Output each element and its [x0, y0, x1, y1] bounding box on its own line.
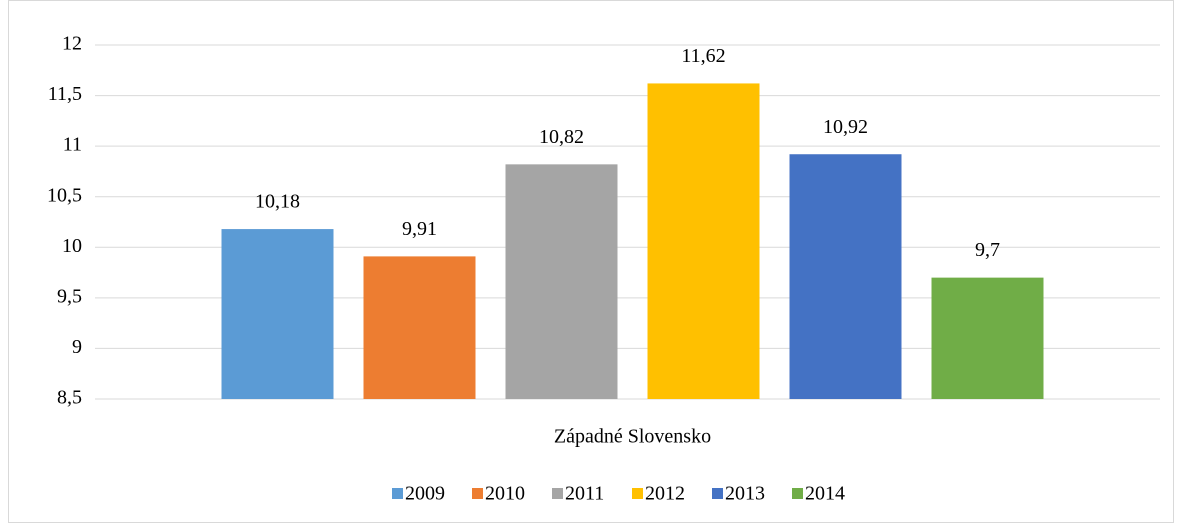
legend-swatch — [552, 488, 563, 499]
y-tick-label: 12 — [62, 33, 82, 55]
legend-swatch — [632, 488, 643, 499]
legend-swatch — [792, 488, 803, 499]
data-label: 11,62 — [681, 45, 725, 67]
legend-label: 2010 — [485, 483, 525, 505]
x-tick-label: Západné Slovensko — [554, 426, 711, 448]
data-label: 9,91 — [402, 218, 437, 240]
bar — [363, 256, 476, 399]
legend-label: 2009 — [405, 483, 445, 505]
legend-swatch — [472, 488, 483, 499]
legend-swatch — [392, 488, 403, 499]
bar — [931, 277, 1044, 399]
bar — [221, 229, 334, 399]
bar — [789, 154, 902, 399]
y-tick-label: 8,5 — [57, 387, 82, 409]
y-tick-label: 11,5 — [48, 83, 82, 105]
y-tick-label: 11 — [63, 134, 82, 156]
y-tick-label: 10 — [62, 235, 82, 257]
legend-label: 2014 — [805, 483, 845, 505]
y-tick-label: 9 — [72, 336, 82, 358]
y-tick-label: 9,5 — [57, 285, 82, 307]
legend-label: 2012 — [645, 483, 685, 505]
bar — [647, 83, 760, 399]
data-label: 10,82 — [539, 126, 584, 148]
legend-swatch — [712, 488, 723, 499]
data-label: 10,92 — [823, 116, 868, 138]
bar — [505, 164, 618, 399]
legend-label: 2013 — [725, 483, 765, 505]
y-tick-label: 10,5 — [47, 184, 82, 206]
data-label: 9,7 — [975, 239, 1000, 261]
legend-label: 2011 — [565, 483, 604, 505]
data-label: 10,18 — [255, 191, 300, 213]
